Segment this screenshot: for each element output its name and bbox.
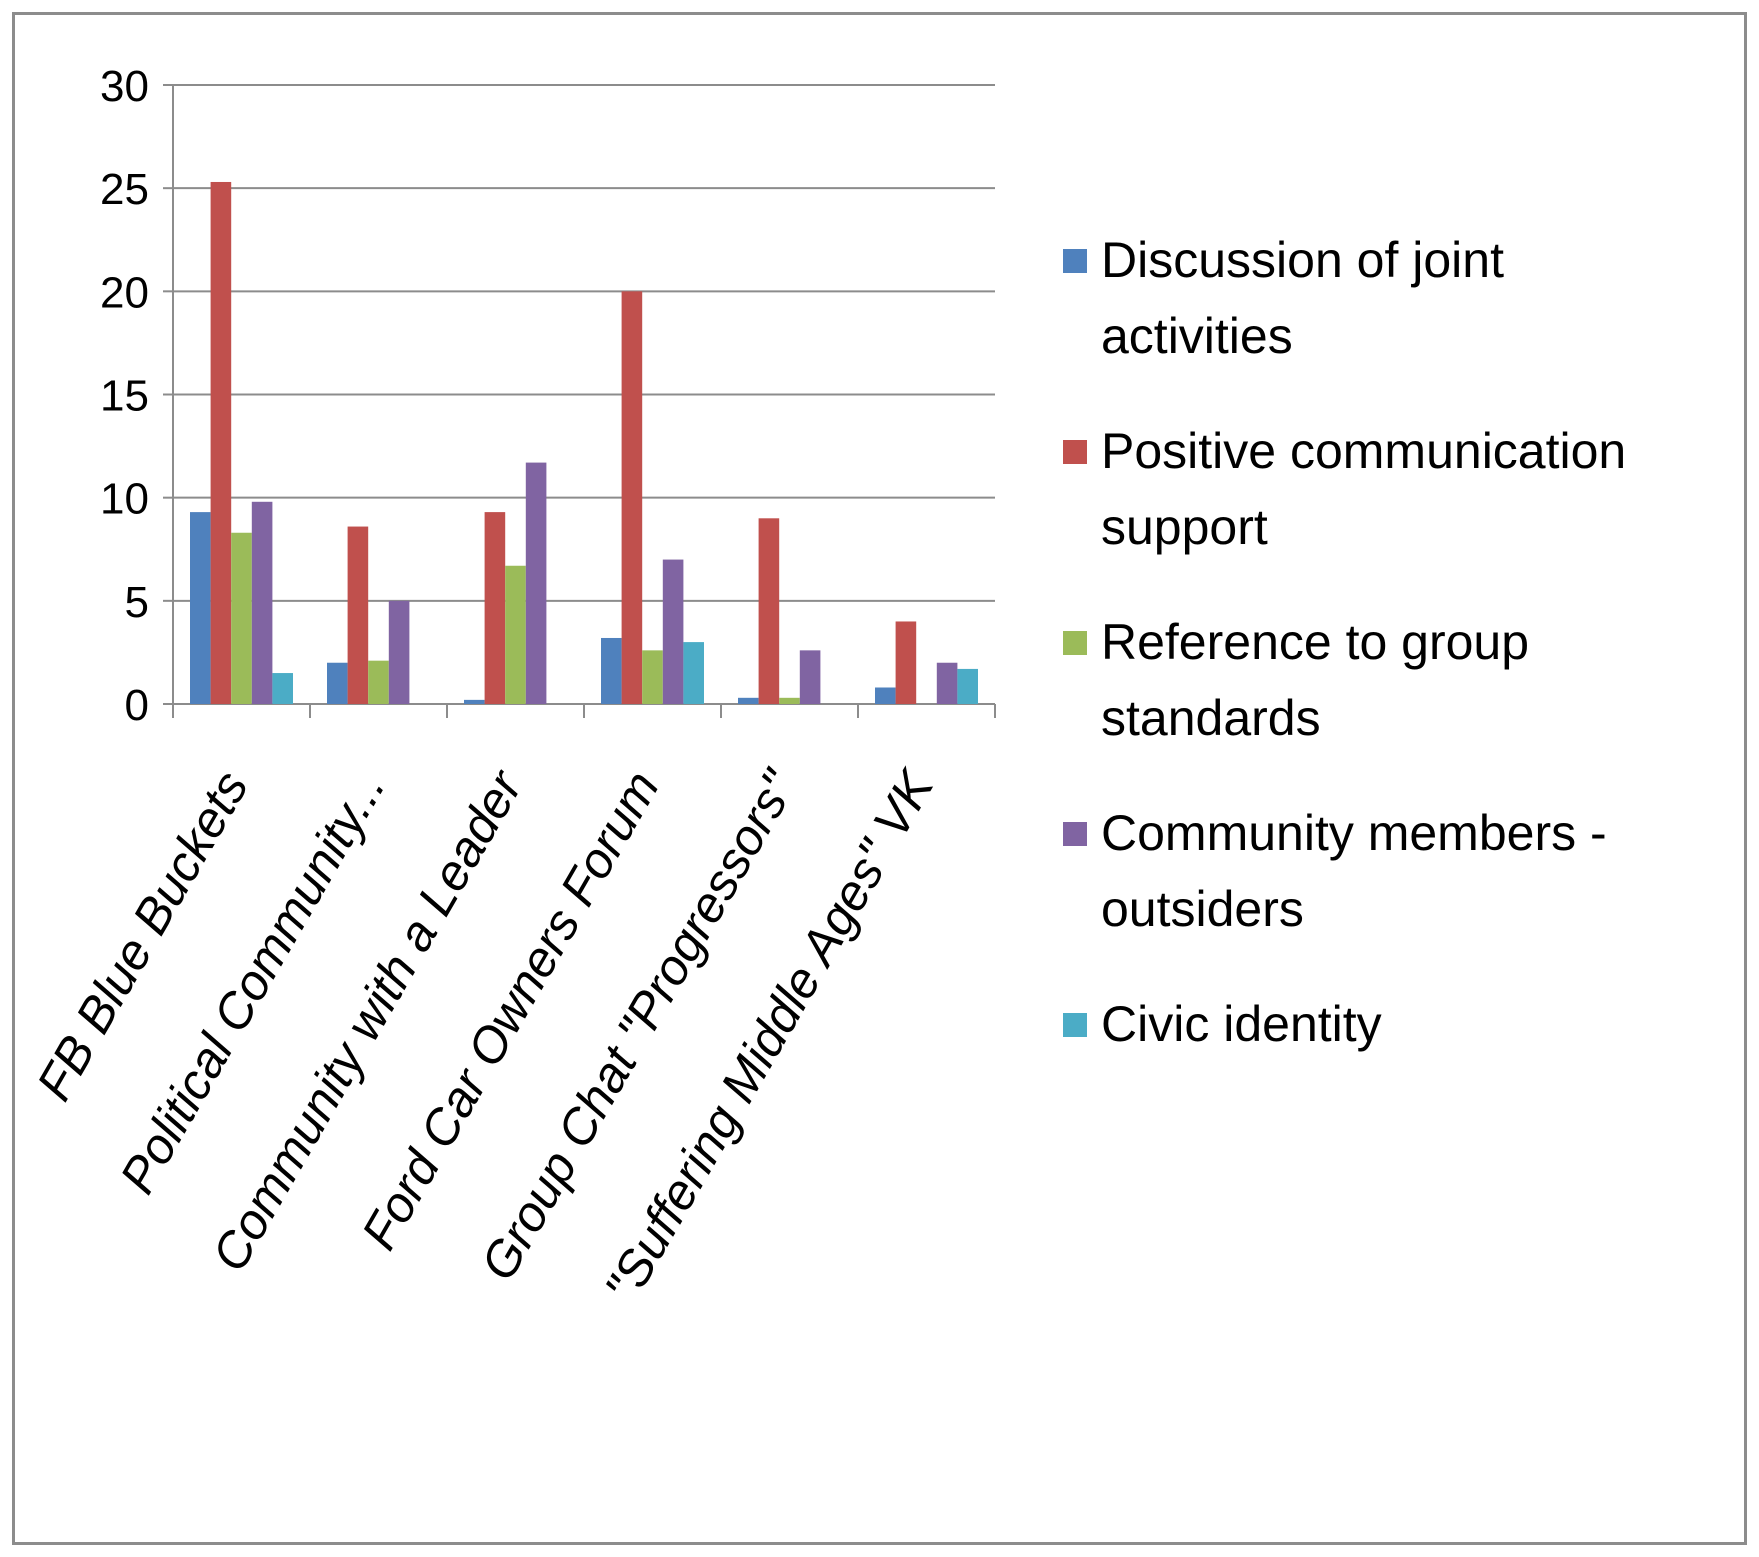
bar [347, 526, 369, 704]
y-tick-label: 25 [100, 165, 149, 214]
legend-entry: Discussion of joint activities [1063, 232, 1504, 364]
legend-swatch [1063, 249, 1087, 273]
bar [505, 565, 526, 704]
y-tick-label: 15 [100, 372, 149, 421]
x-category-label: Political Community... [109, 762, 396, 1203]
legend-entry: Reference to group standards [1063, 614, 1529, 746]
bar [388, 600, 410, 704]
gridlines [173, 84, 995, 602]
bar [779, 697, 800, 704]
bar [190, 512, 211, 704]
bar [642, 650, 663, 704]
bar [758, 518, 780, 704]
y-tick-labels: 0 5 10 15 20 25 30 [100, 62, 149, 730]
bar [464, 699, 485, 704]
bar [621, 291, 643, 704]
legend-label: Discussion of joint activities [1101, 232, 1504, 364]
legend-swatch [1063, 631, 1087, 655]
legend-label: Reference to group standards [1101, 614, 1529, 746]
legend-entry: Community members -outsiders [1063, 805, 1607, 937]
bar [368, 660, 389, 704]
bar [662, 559, 684, 704]
y-tick-label: 0 [125, 681, 149, 730]
bars [190, 181, 978, 704]
legend-label: Community members -outsiders [1101, 805, 1607, 937]
bar [484, 512, 506, 704]
y-tick-label: 20 [100, 268, 149, 317]
bar [957, 668, 978, 704]
y-tick-label: 10 [100, 475, 149, 524]
bar [210, 181, 232, 704]
bar [525, 462, 547, 704]
axes [163, 84, 996, 718]
chart-frame: 0 5 10 15 20 25 30 FB Blue Buckets Political Co… [12, 12, 1747, 1545]
legend-swatch [1063, 440, 1087, 464]
bar [327, 662, 348, 704]
legend-entry: Positive communication support [1063, 423, 1626, 555]
legend-swatch [1063, 822, 1087, 846]
legend: Discussion of joint activities Positive co… [1063, 232, 1626, 1052]
bar [231, 532, 252, 704]
bar [936, 662, 958, 704]
y-tick-label: 30 [100, 62, 149, 111]
legend-entry: Civic identity [1063, 996, 1382, 1052]
legend-label: Positive communication support [1101, 423, 1626, 555]
bar [601, 637, 622, 704]
bar [272, 673, 293, 704]
bar [251, 501, 273, 704]
bar [799, 650, 821, 704]
legend-label: Civic identity [1101, 996, 1382, 1052]
legend-swatch [1063, 1013, 1087, 1037]
bar [895, 621, 917, 704]
y-tick-label: 5 [125, 578, 149, 627]
bar [875, 687, 896, 704]
bar [683, 642, 704, 704]
bar [738, 697, 759, 704]
